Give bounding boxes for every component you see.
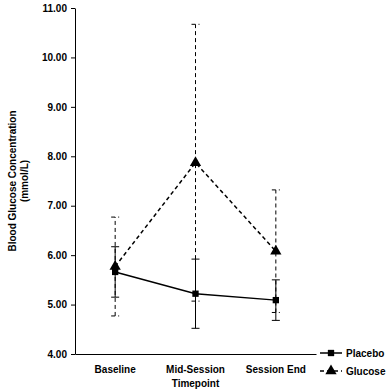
y-tick-mark: [71, 107, 75, 108]
y-tick: 8.00: [48, 151, 75, 162]
legend-label: Placebo: [346, 348, 384, 359]
y-tick-mark: [71, 156, 75, 157]
y-tick-mark: [71, 255, 75, 256]
x-tick: Session End: [246, 354, 306, 375]
y-tick: 6.00: [48, 250, 75, 261]
error-bar-segment: [111, 217, 119, 218]
error-bar: [272, 280, 280, 321]
x-tick-label: Session End: [246, 364, 306, 375]
chart: 4.00 5.00 6.00 7.00 8.00 9.00 10.00 11.00 Baseli…: [0, 0, 392, 390]
y-tick-mark: [71, 57, 75, 58]
x-axis-title: Timepoint: [172, 378, 220, 389]
y-tick: 4.00: [48, 349, 75, 360]
x-axis-line: [76, 354, 317, 355]
y-tick-mark: [71, 206, 75, 207]
y-tick-label: 7.00: [48, 200, 68, 211]
x-tick-label: Baseline: [95, 364, 137, 375]
error-bar-segment: [192, 301, 200, 302]
legend-marker: [325, 364, 336, 374]
y-tick-label: 9.00: [48, 102, 68, 113]
y-tick: 7.00: [48, 200, 75, 211]
error-bar-segment: [111, 246, 119, 247]
y-tick-label: 6.00: [48, 250, 68, 261]
x-tick: Baseline: [95, 354, 137, 375]
y-axis: 4.00 5.00 6.00 7.00 8.00 9.00 10.00 11.00: [42, 3, 76, 360]
marker: [110, 260, 121, 270]
y-axis-title-line: Blood Glucose Concentration: [7, 110, 18, 251]
y-axis-line: [75, 9, 76, 355]
legend-marker: [328, 350, 334, 356]
marker: [190, 156, 201, 166]
series-line: [115, 163, 276, 267]
series: [110, 24, 282, 316]
y-tick-label: 10.00: [42, 52, 67, 63]
error-bar-segment: [111, 297, 119, 298]
x-tick-label: Mid-Session: [166, 364, 225, 375]
y-tick-label: 8.00: [48, 151, 68, 162]
y-tick-label: 11.00: [43, 3, 68, 14]
legend-item: Placebo: [320, 348, 384, 359]
legend-label: Glucose: [346, 366, 386, 377]
y-tick-label: 4.00: [48, 349, 68, 360]
x-tick: Mid-Session: [166, 354, 225, 375]
y-tick-mark: [71, 354, 75, 355]
error-bar-segment: [272, 312, 280, 313]
marker: [270, 245, 281, 255]
error-bar-segment: [272, 320, 280, 321]
y-tick-label: 5.00: [48, 299, 68, 310]
error-bar-segment: [111, 315, 119, 316]
y-tick-mark: [71, 8, 75, 9]
error-bar-segment: [272, 189, 280, 190]
error-bar-segment: [192, 24, 200, 25]
error-bar-segment: [272, 279, 280, 280]
y-tick: 5.00: [48, 299, 75, 310]
legend: Placebo Glucose: [320, 348, 386, 377]
legend-item: Glucose: [320, 364, 386, 376]
y-tick: 9.00: [48, 102, 75, 113]
y-tick: 10.00: [42, 52, 75, 63]
y-tick: 11.00: [43, 3, 75, 14]
y-axis-title-line: (mmol/L): [19, 160, 30, 202]
y-axis-title: Blood Glucose Concentration(mmol/L): [7, 110, 30, 251]
plot-area: [110, 24, 282, 328]
error-bar-segment: [192, 328, 200, 329]
x-axis: Baseline Mid-Session Session End: [76, 354, 317, 375]
y-tick-mark: [71, 305, 75, 306]
